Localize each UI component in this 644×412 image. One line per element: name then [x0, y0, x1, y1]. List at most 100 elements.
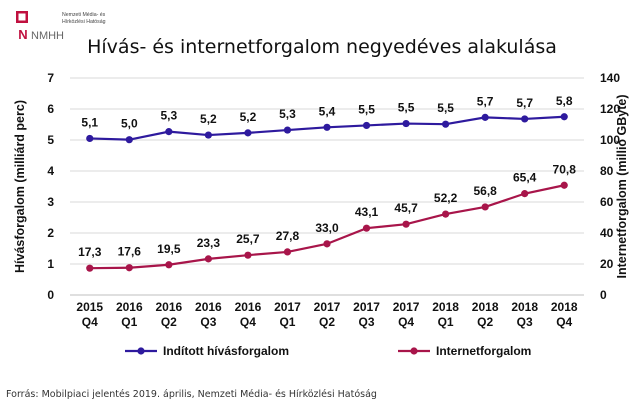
- calls-data-label: 5,8: [556, 94, 573, 108]
- x-tick-year: 2018: [511, 300, 538, 314]
- x-tick-year: 2016: [155, 300, 182, 314]
- gridlines: [70, 77, 584, 265]
- x-tick-year: 2016: [116, 300, 143, 314]
- calls-point: [86, 134, 94, 143]
- x-tick-year: 2017: [393, 300, 420, 314]
- chart-title: Hívás- és internetforgalom negyedéves al…: [87, 36, 557, 58]
- left-tick-label: 0: [47, 288, 54, 302]
- right-tick-label: 140: [600, 71, 620, 85]
- calls-point: [323, 123, 331, 131]
- calls-data-label: 5,3: [161, 109, 178, 123]
- internet-data-label: 17,6: [118, 245, 142, 259]
- calls-point: [283, 126, 292, 134]
- internet-data-label: 43,1: [355, 205, 379, 219]
- internet-data-label: 56,8: [473, 184, 497, 198]
- x-tick-year: 2016: [235, 300, 262, 314]
- internet-point: [481, 203, 489, 211]
- x-tick-year: 2017: [314, 300, 341, 314]
- internet-data-label: 70,8: [553, 162, 577, 176]
- x-tick-year: 2016: [195, 300, 222, 314]
- calls-data-label: 5,4: [319, 104, 336, 118]
- x-tick-quarter: Q1: [121, 315, 137, 329]
- right-tick-label: 60: [600, 195, 614, 209]
- legend-internet-marker: [410, 347, 418, 355]
- internet-data-label: 65,4: [513, 171, 537, 185]
- right-axis-ticks: 0 20 40 60 80 100 120 140: [600, 71, 620, 302]
- left-tick-label: 4: [47, 164, 54, 178]
- x-tick-quarter: Q2: [319, 315, 335, 329]
- legend-calls-label: Indított hívásforgalom: [163, 344, 289, 358]
- internet-point: [323, 240, 331, 248]
- internet-point: [86, 264, 94, 272]
- x-tick-year: 2018: [551, 300, 578, 314]
- x-tick-quarter: Q3: [517, 315, 533, 329]
- internet-point: [362, 224, 371, 232]
- internet-point: [442, 210, 450, 218]
- calls-data-label: 5,1: [81, 115, 98, 129]
- x-tick-year: 2017: [274, 300, 301, 314]
- internet-data-label: 52,2: [434, 191, 458, 205]
- calls-point: [362, 121, 371, 130]
- x-tick-quarter: Q1: [438, 315, 454, 329]
- left-tick-label: 6: [47, 102, 54, 116]
- internet-data-label: 19,5: [157, 242, 181, 256]
- x-tick-quarter: Q3: [200, 315, 216, 329]
- internet-point: [402, 220, 410, 228]
- left-tick-label: 2: [47, 226, 54, 240]
- right-tick-label: 20: [600, 257, 614, 271]
- internet-data-label: 23,3: [197, 236, 221, 250]
- calls-point: [560, 113, 568, 121]
- left-axis-ticks: 0 1 2 3 4 5 6 7: [47, 71, 54, 302]
- source-note: Forrás: Mobilpiaci jelentés 2019. áprili…: [6, 389, 377, 400]
- right-tick-label: 0: [600, 288, 607, 302]
- calls-point: [442, 120, 450, 128]
- calls-point: [165, 128, 173, 136]
- x-tick-quarter: Q1: [279, 315, 295, 329]
- right-tick-label: 80: [600, 164, 614, 178]
- calls-data-label: 5,7: [516, 96, 533, 110]
- internet-point: [125, 264, 133, 272]
- legend-internet-label: Internetforgalom: [436, 344, 531, 358]
- right-tick-label: 120: [600, 102, 620, 116]
- internet-point: [204, 255, 212, 263]
- calls-data-label: 5,7: [477, 94, 494, 108]
- left-axis-title: Hívásforgalom (milliárd perc): [13, 100, 27, 273]
- svg-text:NMHH: NMHH: [31, 30, 64, 42]
- calls-data-label: 5,2: [200, 112, 217, 126]
- x-tick-quarter: Q2: [477, 315, 493, 329]
- calls-point: [521, 115, 529, 123]
- left-tick-label: 3: [47, 195, 54, 209]
- right-tick-label: 100: [600, 133, 620, 147]
- x-tick-year: 2018: [432, 300, 459, 314]
- legend: Indított hívásforgalom Internetforgalom: [125, 344, 531, 358]
- calls-data-label: 5,5: [358, 102, 375, 116]
- legend-calls-marker: [137, 347, 145, 355]
- svg-text:N: N: [18, 27, 27, 42]
- calls-data-label: 5,5: [398, 101, 415, 115]
- left-tick-label: 1: [47, 257, 54, 271]
- left-tick-label: 7: [47, 71, 54, 85]
- internet-data-label: 45,7: [394, 201, 418, 215]
- internet-data-label: 27,8: [276, 229, 300, 243]
- calls-point: [402, 119, 410, 128]
- internet-point: [244, 251, 252, 259]
- x-tick-quarter: Q2: [161, 315, 177, 329]
- nmhh-logo: N NMHH: [16, 11, 64, 42]
- x-axis-ticks: 2015Q42016Q12016Q22016Q32016Q42017Q12017…: [76, 300, 577, 329]
- x-tick-year: 2015: [76, 300, 103, 314]
- x-tick-quarter: Q4: [556, 315, 572, 329]
- x-tick-quarter: Q3: [359, 315, 375, 329]
- internet-data-label: 17,3: [78, 245, 102, 259]
- internet-point: [521, 190, 529, 198]
- x-tick-quarter: Q4: [398, 315, 414, 329]
- internet-point: [165, 261, 173, 269]
- internet-point: [560, 181, 568, 189]
- calls-point: [125, 136, 133, 144]
- left-tick-label: 5: [47, 133, 54, 147]
- right-axis-title: Internetforgalom (millió GByte): [615, 94, 629, 278]
- right-tick-label: 40: [600, 226, 614, 240]
- series-calls: 5,1 5,0 5,3 5,2 5,2 5,3 5,4 5,5 5,5 5,5 5,7 5,7 5,8: [81, 94, 573, 144]
- series-internet: 17,3 17,6 19,5 23,3 25,7 27,8 33,0 43,1 45,7 52,2…: [78, 162, 576, 272]
- x-tick-quarter: Q4: [82, 315, 98, 329]
